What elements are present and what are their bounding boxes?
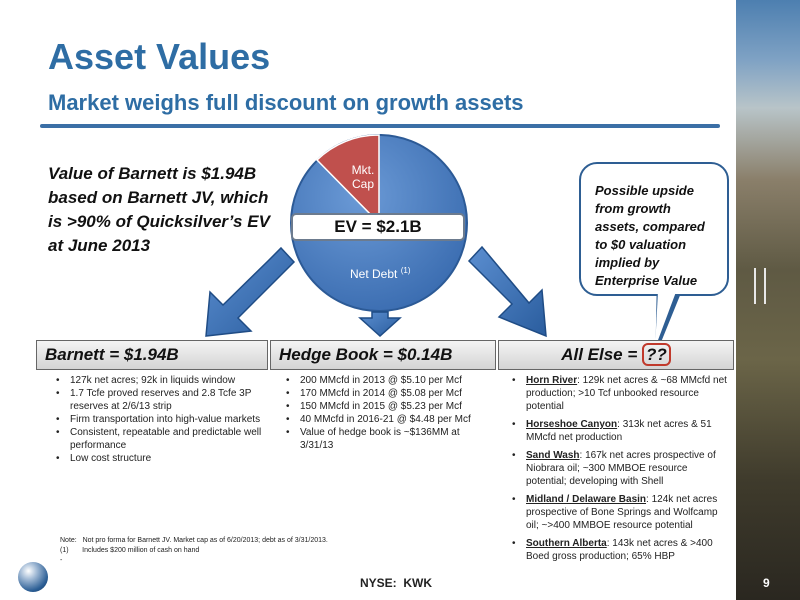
list-item: Midland / Delaware Basin: 124k net acres… <box>512 493 730 532</box>
list-item: Low cost structure <box>56 452 264 465</box>
list-item: Sand Wash: 167k net acres prospective of… <box>512 449 730 488</box>
barnett-list: 127k net acres; 92k in liquids window 1.… <box>56 374 264 465</box>
ticker-footer: NYSE: KWK <box>360 576 432 590</box>
asset-name: Midland / Delaware Basin <box>526 494 647 505</box>
pie-label-mkt-line1: Mkt. <box>351 163 375 177</box>
pie-label-mkt-line2: Cap <box>351 177 374 191</box>
upside-callout: Possible upside from growth assets, comp… <box>579 162 729 296</box>
asset-name: Southern Alberta <box>526 538 607 549</box>
arrow-to-hedge-book <box>358 311 402 338</box>
list-item: 170 MMcfd in 2014 @ $5.08 per Mcf <box>286 387 486 400</box>
footnote-line: (1) Includes $200 million of cash on han… <box>60 547 200 554</box>
net-debt-text: Net Debt <box>350 267 398 281</box>
all-else-list: Horn River: 129k net acres & ~68 MMcfd n… <box>512 374 730 563</box>
drilling-rig-image <box>754 268 766 304</box>
all-else-value: ?? <box>642 343 671 366</box>
list-item: 150 MMcfd in 2015 @ $5.23 per Mcf <box>286 400 486 413</box>
asset-name: Horseshoe Canyon <box>526 419 618 430</box>
net-debt-footnote: (1) <box>400 266 411 275</box>
footnote-line: Note: Not pro forma for Barnett JV. Mark… <box>60 537 328 544</box>
list-item: 200 MMcfd in 2013 @ $5.10 per Mcf <box>286 374 486 387</box>
pie-label-net-debt: Net Debt (1) <box>350 266 440 281</box>
list-item: 127k net acres; 92k in liquids window <box>56 374 264 387</box>
list-item: 1.7 Tcfe proved reserves and 2.8 Tcfe 3P… <box>56 387 264 413</box>
pie-label-mkt-cap: Mkt. Cap <box>343 163 383 191</box>
company-logo <box>18 562 48 592</box>
asset-detail: : 124k net acres prospective of Bone Spr… <box>526 494 718 531</box>
list-item: Horn River: 129k net acres & ~68 MMcfd n… <box>512 374 730 413</box>
intro-text: Value of Barnett is $1.94B based on Barn… <box>48 164 270 255</box>
all-else-label: All Else = <box>561 345 642 364</box>
asset-detail: : 143k net acres & >400 Boed gross produ… <box>526 538 713 562</box>
list-item: Horseshoe Canyon: 313k net acres & 51 MM… <box>512 418 730 444</box>
page-number: 9 <box>763 576 770 590</box>
list-item: Southern Alberta: 143k net acres & >400 … <box>512 537 730 563</box>
arrow-to-barnett <box>205 246 296 337</box>
all-else-header: All Else = ?? <box>498 340 734 370</box>
asset-detail: : 129k net acres & ~68 MMcfd net product… <box>526 375 727 412</box>
asset-detail: : 313k net acres & 51 MMcfd net producti… <box>526 419 712 443</box>
list-item: 40 MMcfd in 2016-21 @ $4.48 per Mcf <box>286 413 486 426</box>
hedge-book-list: 200 MMcfd in 2013 @ $5.10 per Mcf 170 MM… <box>286 374 486 452</box>
asset-detail: : 167k net acres prospective of Niobrara… <box>526 450 716 487</box>
list-item: Value of hedge book is ~$136MM at 3/31/1… <box>286 426 486 452</box>
page-subtitle: Market weighs full discount on growth as… <box>48 90 524 115</box>
asset-name: Sand Wash <box>526 450 580 461</box>
background-landscape-photo <box>736 0 800 600</box>
ev-label-box: EV = $2.1B <box>291 213 465 241</box>
title-divider <box>40 124 720 128</box>
footnote-line: - <box>60 557 63 564</box>
asset-name: Horn River <box>526 375 578 386</box>
pie-slice-mkt-cap <box>315 134 380 225</box>
hedge-book-header: Hedge Book = $0.14B <box>270 340 496 370</box>
list-item: Firm transportation into high-value mark… <box>56 413 264 426</box>
page-title: Asset Values <box>48 36 271 77</box>
list-item: Consistent, repeatable and predictable w… <box>56 426 264 452</box>
footnote: Note: Not pro forma for Barnett JV. Mark… <box>60 536 328 566</box>
barnett-header: Barnett = $1.94B <box>36 340 268 370</box>
arrow-to-all-else <box>467 245 547 338</box>
